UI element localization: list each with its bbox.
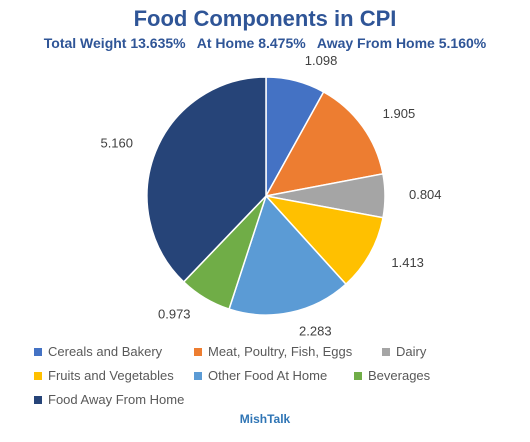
chart-subtitle: Total Weight 13.635% At Home 8.475% Away… — [43, 35, 487, 51]
legend-item-food-away-from-home: Food Away From Home — [34, 392, 184, 407]
data-label: 1.098 — [305, 53, 338, 68]
data-label: 0.804 — [409, 187, 442, 202]
data-label: 0.973 — [158, 307, 191, 322]
data-label: 1.905 — [383, 106, 416, 121]
pie-slice-other-food-at-home — [228, 194, 347, 316]
legend-label: Meat, Poultry, Fish, Eggs — [208, 344, 353, 359]
legend-item-meat-poultry-fish-eggs: Meat, Poultry, Fish, Eggs — [194, 344, 352, 359]
data-label: 1.413 — [391, 255, 424, 270]
pie-slice-food-away-from-home — [146, 76, 267, 283]
pie-slice-meat-poultry-fish-eggs — [264, 90, 384, 198]
legend-label: Beverages — [368, 368, 431, 383]
legend-swatch — [34, 371, 42, 380]
legend-swatch — [194, 347, 202, 356]
source-label: MishTalk — [239, 412, 291, 426]
legend-item-other-food-at-home: Other Food At Home — [194, 368, 327, 383]
chart-title: Food Components in CPI — [133, 6, 397, 31]
legend-label: Food Away From Home — [48, 392, 185, 407]
legend-label: Dairy — [396, 344, 427, 359]
legend-label: Other Food At Home — [208, 368, 328, 383]
legend-swatch — [34, 395, 42, 404]
legend-swatch — [194, 371, 202, 380]
legend-label: Cereals and Bakery — [48, 344, 163, 359]
data-label: 2.283 — [299, 323, 332, 338]
data-label: 5.160 — [100, 136, 133, 151]
legend-swatch — [382, 347, 390, 356]
legend-item-beverages: Beverages — [354, 368, 430, 383]
legend-item-cereals-and-bakery: Cereals and Bakery — [34, 344, 162, 359]
legend-swatch — [354, 371, 362, 380]
legend-label: Fruits and Vegetables — [48, 368, 174, 383]
legend-item-dairy: Dairy — [382, 344, 426, 359]
legend-swatch — [34, 347, 42, 356]
legend-item-fruits-and-vegetables: Fruits and Vegetables — [34, 368, 174, 383]
pie-slice-fruits-and-vegetables — [263, 194, 384, 286]
